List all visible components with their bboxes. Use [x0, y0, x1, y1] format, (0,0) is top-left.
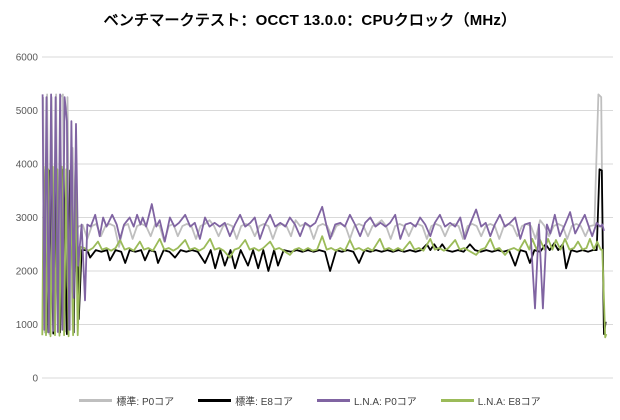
y-tick-label-2000: 2000: [16, 267, 39, 278]
series-line-1: [42, 168, 607, 336]
series-line-3: [41, 165, 608, 339]
legend-line-swatch-icon: [79, 398, 113, 402]
legend-item-3: L.N.A: E8コア: [440, 393, 541, 408]
legend-label: 標準: P0コア: [116, 396, 175, 408]
legend-label: 標準: E8コア: [235, 396, 293, 408]
y-tick-label-6000: 6000: [16, 53, 39, 64]
y-tick-label-4000: 4000: [16, 160, 39, 171]
series-line-0: [42, 93, 607, 336]
chart-legend: 標準: P0コア 標準: E8コア L.N.A: P0コア L.N.A: E8コア: [0, 392, 620, 408]
legend-item-1: 標準: E8コア: [198, 393, 293, 408]
y-tick-label-5000: 5000: [16, 106, 39, 117]
legend-item-2: L.N.A: P0コア: [316, 393, 417, 408]
legend-line-swatch-icon: [316, 398, 350, 402]
legend-line-swatch-icon: [198, 398, 232, 402]
chart-title: ベンチマークテスト：OCCT 13.0.0：CPUクロック（MHz）: [103, 12, 517, 29]
legend-label: L.N.A: E8コア: [477, 396, 541, 408]
legend-label: L.N.A: P0コア: [353, 396, 417, 408]
series-line-2: [41, 93, 605, 334]
legend-item-0: 標準: P0コア: [79, 393, 174, 408]
y-tick-label-0: 0: [32, 374, 38, 385]
legend-line-swatch-icon: [440, 398, 474, 402]
y-tick-label-3000: 3000: [16, 213, 39, 224]
y-tick-label-1000: 1000: [16, 320, 39, 331]
